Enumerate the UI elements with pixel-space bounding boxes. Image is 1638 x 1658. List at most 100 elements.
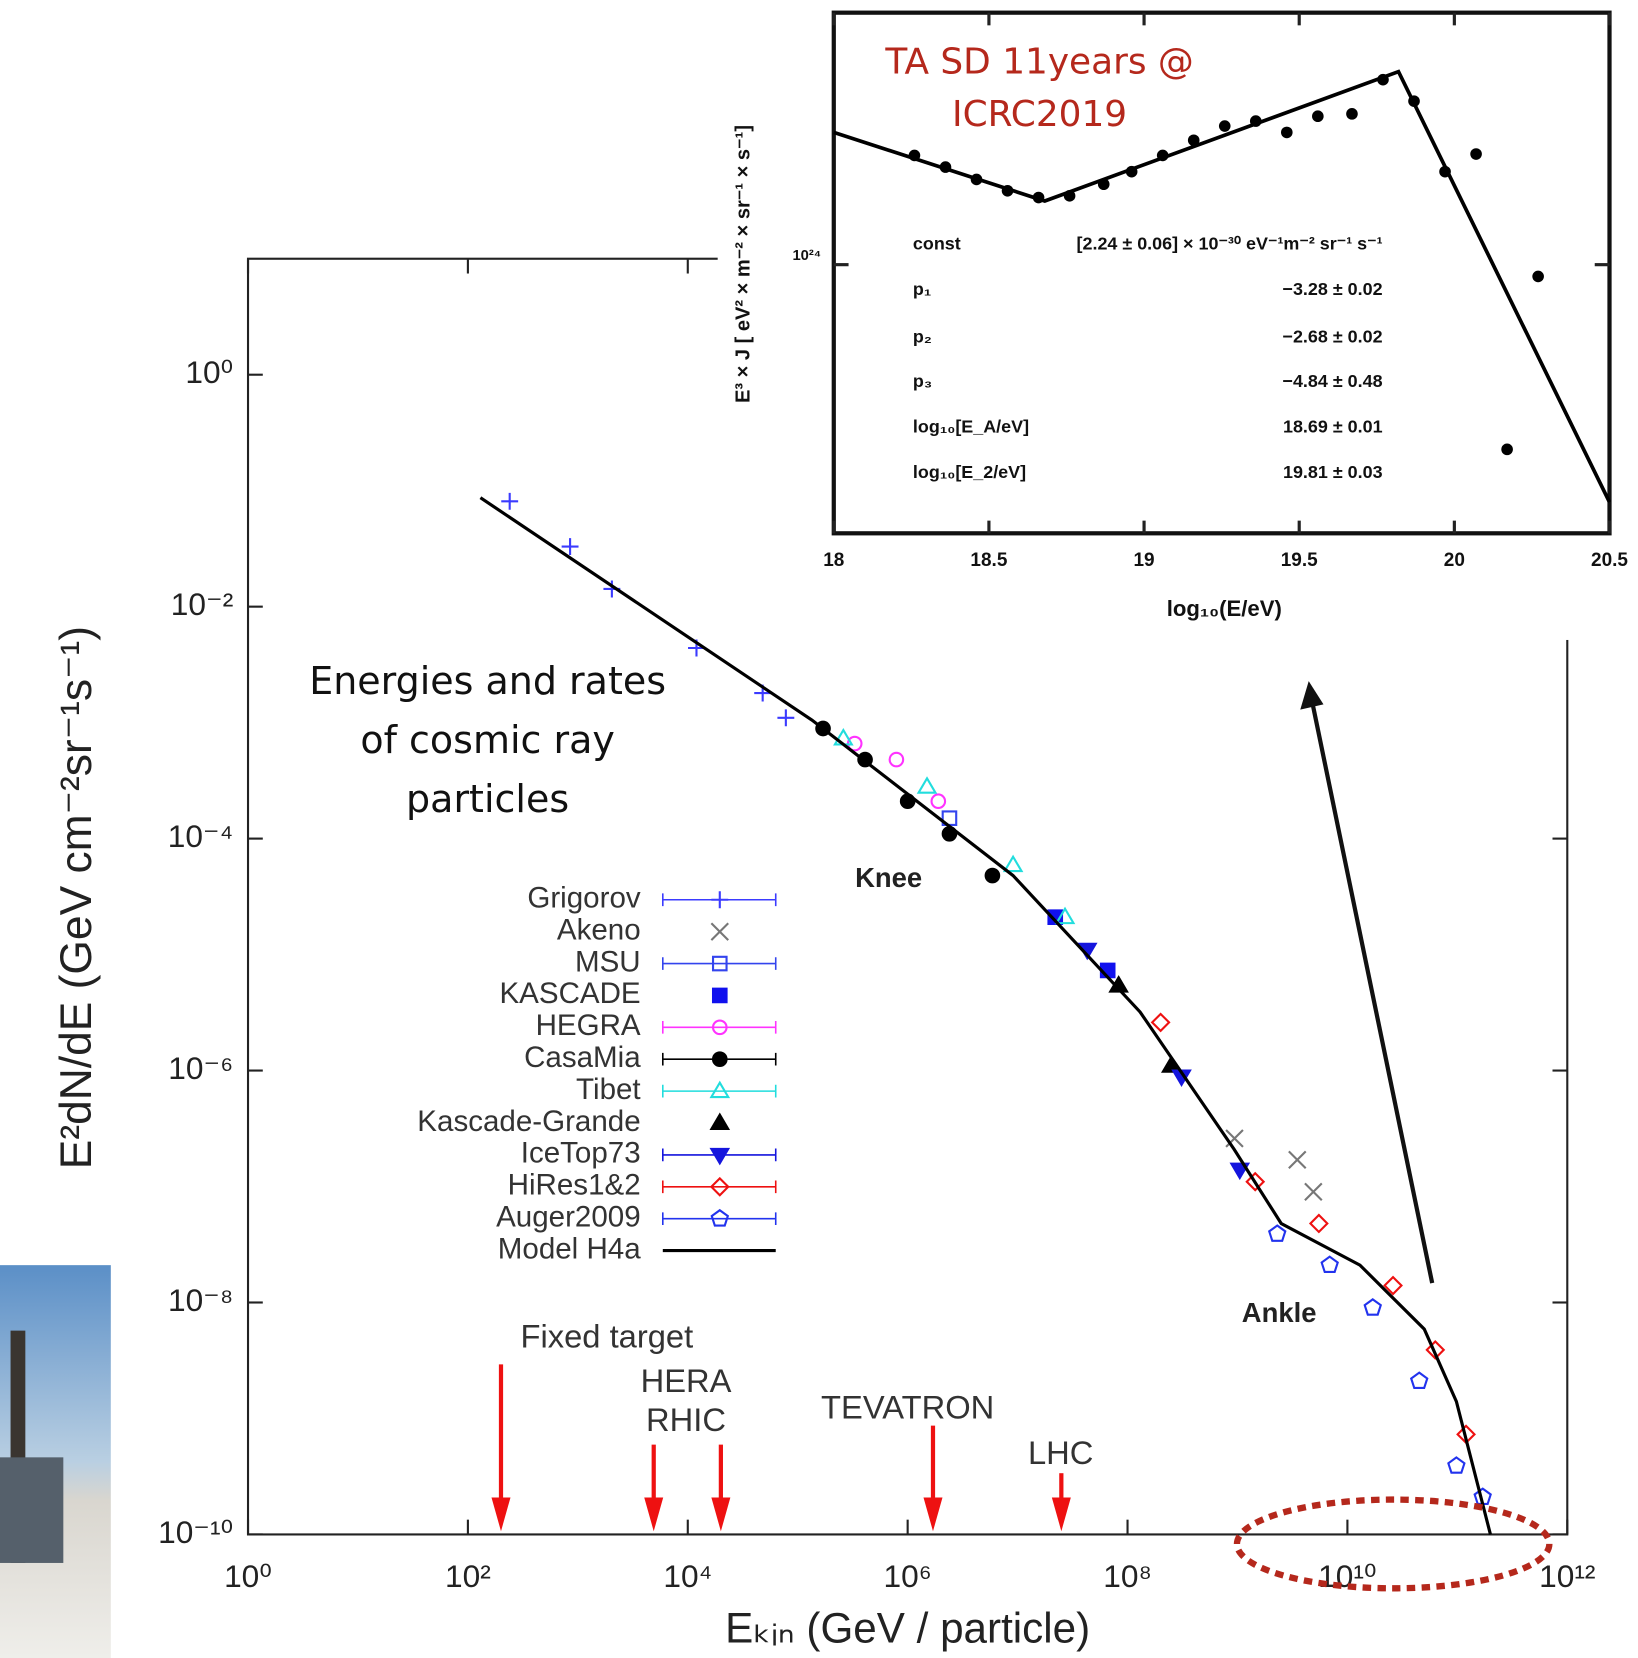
y-tick-label: 10⁻⁸ (168, 1282, 233, 1318)
fit-parameter-value: 18.69 ± 0.01 (1283, 416, 1383, 436)
legend-label: Grigorov (527, 882, 640, 915)
legend-label: Auger2009 (496, 1200, 641, 1233)
x-tick-label: 10⁴ (663, 1558, 712, 1594)
legend-swatch (662, 957, 777, 970)
fit-line (833, 69, 1612, 504)
data-point (1218, 120, 1231, 132)
legend-swatch (711, 891, 729, 909)
data-point (501, 492, 519, 510)
fit-parameter-value: −3.28 ± 0.02 (1282, 279, 1382, 299)
x-tick-label: 20 (1444, 550, 1465, 571)
data-point (1346, 108, 1358, 120)
x-tick-label: 18.5 (970, 550, 1007, 571)
legend-label: Akeno (557, 913, 641, 946)
legend-label: HiRes1&2 (508, 1169, 641, 1202)
y-tick-label: 10⁻¹⁰ (158, 1514, 233, 1550)
legend-swatch (711, 1019, 728, 1036)
accelerator-label: LHC (1028, 1434, 1093, 1471)
model-line (479, 496, 1492, 1535)
data-point (916, 776, 938, 794)
x-tick-label: 19 (1133, 550, 1154, 571)
data-point (1187, 134, 1200, 147)
legend-label: IceTop73 (521, 1137, 641, 1170)
legend-swatch (710, 922, 729, 941)
legend-swatch (662, 1084, 777, 1098)
legend-swatch (662, 1212, 777, 1226)
y-tick-label: 10²⁴ (792, 248, 821, 264)
data-point (1501, 443, 1513, 456)
x-tick-label: 20.5 (1591, 550, 1628, 571)
legend-swatch (662, 1180, 777, 1194)
legend-label: Model H4a (498, 1232, 641, 1265)
legend-label: MSU (575, 945, 641, 978)
fit-parameter-value: 19.81 ± 0.03 (1283, 462, 1383, 482)
x-tick-label: 18 (823, 550, 844, 571)
pointer-arrow-head (1300, 681, 1324, 710)
data-point (1425, 1339, 1446, 1360)
accelerator-arrow-head (491, 1497, 511, 1532)
data-point (1383, 1275, 1403, 1296)
legend-label: Kascade-Grande (417, 1105, 640, 1138)
y-tick-label: 10⁻⁴ (168, 818, 234, 854)
y-tick-label: 10⁻² (171, 586, 233, 622)
accelerator-label: Fixed target (521, 1318, 694, 1355)
data-point (1245, 1171, 1266, 1192)
legend-swatch (711, 955, 728, 972)
data-point (984, 867, 1001, 884)
x-tick-label: 10⁸ (1103, 1558, 1152, 1594)
data-point (1532, 270, 1544, 283)
legend-swatch (710, 1208, 730, 1227)
accelerator-arrow-head (1051, 1497, 1071, 1532)
legend-swatch (711, 1051, 728, 1068)
fit-parameter-value: [2.24 ± 0.06] × 10⁻³⁰ eV⁻¹m⁻² sr⁻¹ s⁻¹ (1077, 234, 1383, 254)
fit-parameter-name: p₃ (913, 371, 932, 391)
y-axis-label: E²dN/dE (GeV cm⁻²sr⁻¹s⁻¹) (52, 626, 101, 1169)
x-tick-label: 10¹² (1539, 1558, 1595, 1594)
inset-frame (831, 10, 1612, 536)
accelerator-label: RHIC (646, 1401, 726, 1438)
data-point (1320, 1255, 1339, 1274)
legend-swatch (709, 1176, 730, 1197)
caption-line: of cosmic ray (360, 718, 615, 762)
x-axis-label: Eₖᵢₙ (GeV / particle) (725, 1605, 1090, 1652)
data-point (833, 727, 854, 746)
data-point (777, 709, 795, 727)
inset-background (717, 0, 1638, 640)
data-point (561, 538, 579, 555)
data-point (1308, 1213, 1329, 1234)
legend-label: Tibet (576, 1073, 641, 1106)
legend-swatch (709, 1112, 731, 1130)
fit-parameter-name: log₁₀[E_2/eV] (913, 462, 1026, 482)
data-point (1304, 1182, 1323, 1202)
legend-label: KASCADE (499, 977, 640, 1010)
accelerator-label: HERA (641, 1362, 732, 1399)
caption-line: Energies and rates (309, 659, 666, 703)
data-point (1447, 1456, 1466, 1474)
inset-y-label: E³ × J [ eV² × m⁻² × sr⁻¹ × s⁻¹] (732, 125, 754, 403)
knee-label: Knee (855, 862, 922, 893)
data-point (1150, 1012, 1171, 1033)
data-point (1054, 906, 1076, 925)
fit-parameter-name: p₁ (913, 279, 931, 299)
data-point (1312, 110, 1324, 123)
data-point (1363, 1298, 1383, 1316)
accelerator-arrow-head (644, 1497, 664, 1532)
legend-swatch (711, 987, 728, 1004)
main-chart: 10⁰ 10² 10⁴ 10⁶ 10⁸ 10¹⁰ 10¹²10⁻¹⁰10⁻⁸10⁻⁶10⁻⁴… (158, 258, 1595, 1594)
y-tick-label: 10⁻⁶ (168, 1050, 233, 1086)
data-point (1470, 148, 1482, 160)
inset-annotation: ICRC2019 (952, 94, 1127, 135)
accelerator-arrow-head (711, 1497, 731, 1532)
fit-parameter-name: log₁₀[E_A/eV] (913, 416, 1029, 436)
data-point (1280, 126, 1293, 139)
data-point (1409, 1371, 1429, 1389)
inset-chart: 18 18.5 19 19.5 20 20.5 10²⁴ const [2.24 ± 0.06]… (792, 12, 1628, 571)
highlight-ellipse (1233, 1496, 1553, 1592)
x-tick-label: 10⁶ (884, 1558, 932, 1594)
fit-parameter-value: −4.84 ± 0.48 (1282, 371, 1382, 391)
x-tick-label: 19.5 (1281, 550, 1318, 571)
photo-detail (0, 1457, 64, 1563)
data-point (1225, 1129, 1244, 1148)
ankle-label: Ankle (1242, 1297, 1317, 1328)
